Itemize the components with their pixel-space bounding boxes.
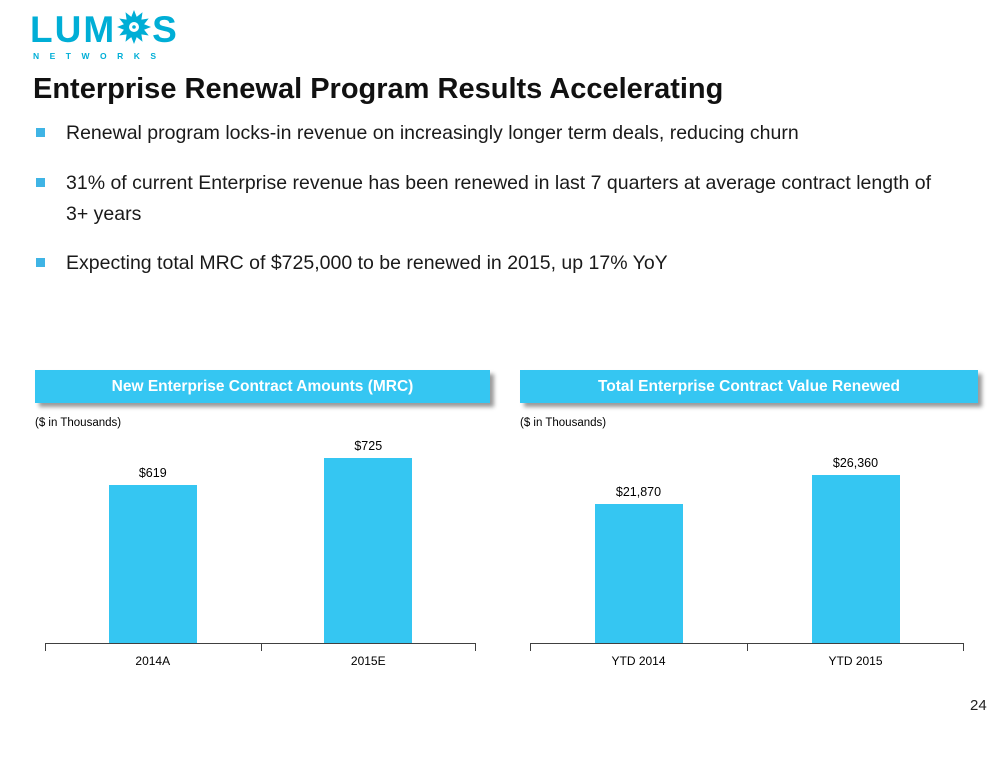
plot-area: $21,870 $26,360 [530, 439, 964, 651]
logo-text-prefix: LUM [30, 9, 117, 50]
bar-value-label: $26,360 [832, 455, 879, 470]
bullet-item: 31% of current Enterprise revenue has be… [36, 168, 948, 230]
category-label: 2015E [350, 654, 386, 668]
logo-text-suffix: S [152, 9, 179, 50]
category-label: 2014A [135, 654, 171, 668]
axis-tick [475, 643, 476, 651]
category-label: YTD 2015 [828, 654, 883, 668]
axis-tick [260, 643, 262, 651]
chart-subtitle: ($ in Thousands) [520, 417, 607, 429]
bar-group: $619 [45, 439, 261, 643]
plot-area: $619 $725 [45, 439, 477, 651]
page-number: 24 [970, 697, 987, 714]
chart-title: Total Enterprise Contract Value Renewed [520, 370, 978, 403]
bar [108, 485, 197, 643]
bullet-text: Expecting total MRC of $725,000 to be re… [66, 252, 668, 275]
bullet-list: Renewal program locks-in revenue on incr… [36, 118, 948, 298]
starburst-icon [117, 10, 152, 49]
category-axis: YTD 2014 YTD 2015 [530, 654, 964, 668]
logo-subtext: NETWORKS [33, 51, 167, 61]
chart-new-enterprise-contract-mrc: New Enterprise Contract Amounts (MRC) ($… [35, 370, 490, 668]
bar [324, 458, 413, 643]
bar [594, 503, 683, 643]
chart-total-enterprise-contract-value: Total Enterprise Contract Value Renewed … [520, 370, 978, 668]
bar-group: $26,360 [747, 439, 964, 643]
category-axis: 2014A 2015E [45, 654, 476, 668]
chart-subtitle: ($ in Thousands) [35, 417, 122, 429]
bullet-square-icon [36, 258, 45, 268]
lumos-logo: LUM S NETWORKS [30, 10, 179, 61]
bar-group: $21,870 [530, 439, 747, 643]
chart-title: New Enterprise Contract Amounts (MRC) [35, 370, 490, 403]
bullet-text: 31% of current Enterprise revenue has be… [66, 171, 932, 225]
axis-tick [747, 643, 748, 651]
bullet-item: Expecting total MRC of $725,000 to be re… [36, 248, 948, 279]
bar-group: $725 [261, 439, 477, 643]
bar-value-label: $725 [354, 439, 383, 454]
bar-value-label: $21,870 [615, 484, 662, 499]
slide-title: Enterprise Renewal Program Results Accel… [33, 73, 724, 105]
axis-tick [963, 643, 964, 651]
bar-value-label: $619 [138, 466, 167, 481]
category-label: YTD 2014 [611, 654, 666, 668]
bar [811, 474, 900, 643]
bullet-item: Renewal program locks-in revenue on incr… [36, 118, 948, 149]
axis-tick [530, 643, 531, 651]
axis-tick [45, 643, 46, 651]
bullet-square-icon [36, 128, 45, 137]
bullet-square-icon [36, 177, 45, 187]
bullet-text: Renewal program locks-in revenue on incr… [66, 122, 799, 144]
